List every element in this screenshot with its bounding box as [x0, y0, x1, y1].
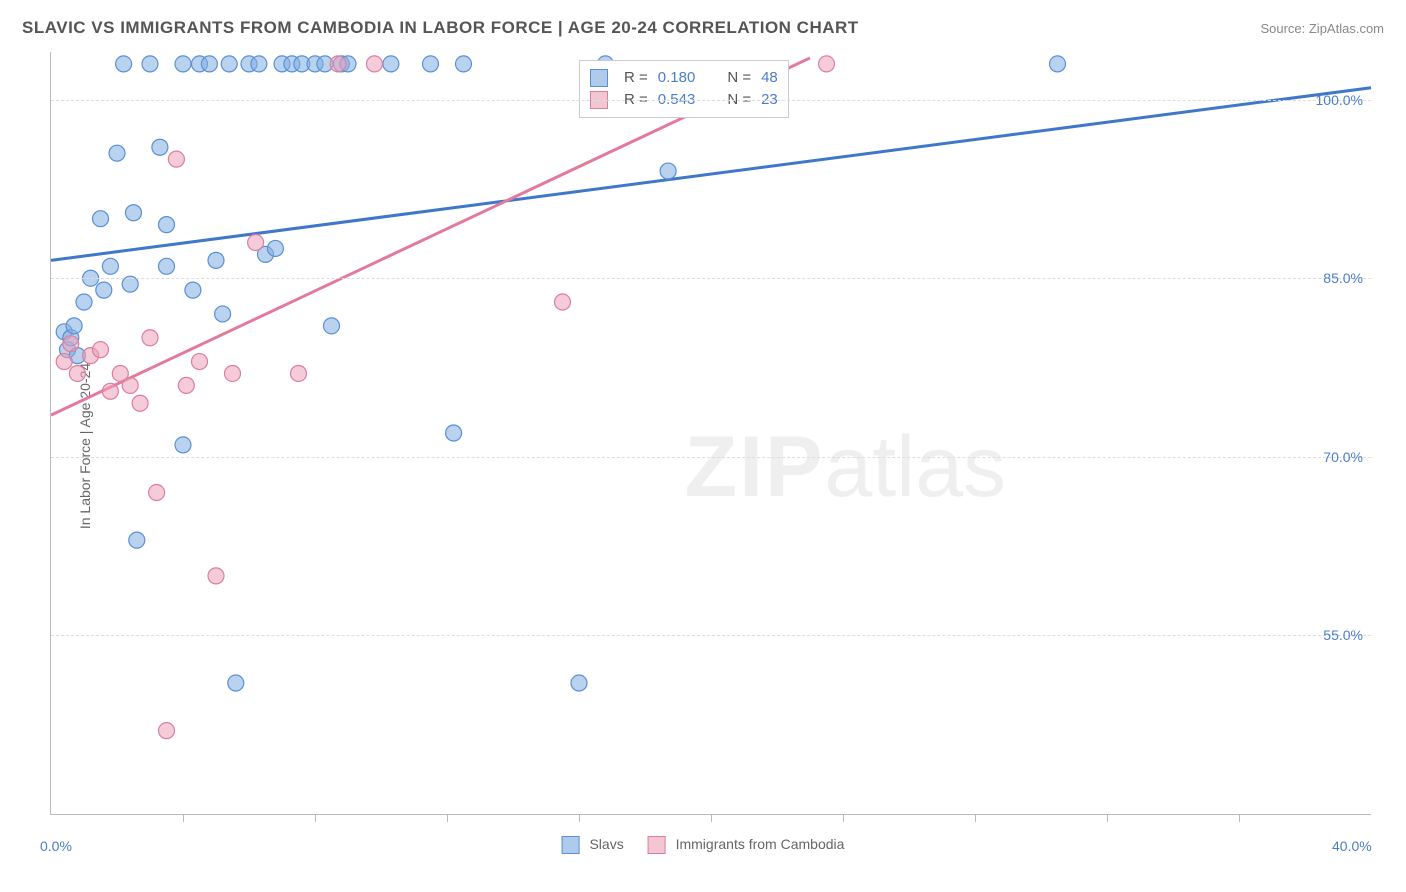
- scatter-point-cambodia: [56, 354, 72, 370]
- legend-item-cambodia: Immigrants from Cambodia: [648, 836, 845, 854]
- scatter-point-slavs: [142, 56, 158, 72]
- legend-label-slavs: Slavs: [589, 836, 623, 852]
- scatter-point-slavs: [96, 282, 112, 298]
- scatter-point-slavs: [116, 56, 132, 72]
- scatter-point-cambodia: [178, 377, 194, 393]
- scatter-point-cambodia: [291, 365, 307, 381]
- x-tick: [975, 814, 976, 822]
- scatter-point-cambodia: [819, 56, 835, 72]
- scatter-point-slavs: [446, 425, 462, 441]
- scatter-point-cambodia: [225, 365, 241, 381]
- x-tick: [315, 814, 316, 822]
- y-tick-label: 70.0%: [1323, 449, 1363, 465]
- scatter-point-slavs: [201, 56, 217, 72]
- scatter-point-slavs: [76, 294, 92, 310]
- r-label: R =: [624, 69, 648, 86]
- scatter-point-slavs: [152, 139, 168, 155]
- scatter-point-cambodia: [149, 485, 165, 501]
- x-tick: [843, 814, 844, 822]
- scatter-point-slavs: [228, 675, 244, 691]
- scatter-point-slavs: [129, 532, 145, 548]
- y-tick-label: 55.0%: [1323, 627, 1363, 643]
- scatter-point-cambodia: [63, 336, 79, 352]
- source-label: Source: ZipAtlas.com: [1260, 21, 1384, 36]
- scatter-point-cambodia: [142, 330, 158, 346]
- gridline-h: [51, 635, 1371, 636]
- gridline-h: [51, 457, 1371, 458]
- scatter-point-slavs: [1050, 56, 1066, 72]
- x-tick: [183, 814, 184, 822]
- chart-title: SLAVIC VS IMMIGRANTS FROM CAMBODIA IN LA…: [22, 18, 859, 38]
- scatter-point-slavs: [221, 56, 237, 72]
- scatter-point-slavs: [251, 56, 267, 72]
- scatter-point-cambodia: [248, 235, 264, 251]
- scatter-point-slavs: [66, 318, 82, 334]
- legend-item-slavs: Slavs: [562, 836, 624, 854]
- correlation-legend: R = 0.180 N = 48 R = 0.543 N = 23: [579, 60, 789, 118]
- scatter-point-cambodia: [192, 354, 208, 370]
- n-value: 48: [761, 69, 778, 86]
- gridline-h: [51, 278, 1371, 279]
- x-tick: [447, 814, 448, 822]
- x-tick: [711, 814, 712, 822]
- scatter-point-cambodia: [555, 294, 571, 310]
- scatter-point-slavs: [324, 318, 340, 334]
- x-axis-min-label: 0.0%: [40, 838, 72, 854]
- scatter-point-slavs: [383, 56, 399, 72]
- scatter-point-cambodia: [69, 365, 85, 381]
- scatter-point-slavs: [267, 240, 283, 256]
- y-tick-label: 100.0%: [1316, 92, 1363, 108]
- chart-svg: [51, 52, 1371, 814]
- scatter-point-slavs: [423, 56, 439, 72]
- scatter-point-slavs: [93, 211, 109, 227]
- legend-label-cambodia: Immigrants from Cambodia: [676, 836, 845, 852]
- legend-swatch-cambodia: [648, 836, 666, 854]
- bottom-legend: Slavs Immigrants from Cambodia: [562, 836, 845, 854]
- scatter-point-slavs: [215, 306, 231, 322]
- scatter-point-cambodia: [366, 56, 382, 72]
- scatter-point-slavs: [185, 282, 201, 298]
- x-tick: [1107, 814, 1108, 822]
- scatter-point-slavs: [109, 145, 125, 161]
- y-tick-label: 85.0%: [1323, 270, 1363, 286]
- scatter-point-slavs: [208, 252, 224, 268]
- n-label: N =: [727, 69, 751, 86]
- scatter-point-cambodia: [122, 377, 138, 393]
- scatter-point-cambodia: [93, 342, 109, 358]
- scatter-point-cambodia: [168, 151, 184, 167]
- x-tick: [1239, 814, 1240, 822]
- legend-swatch-slavs: [562, 836, 580, 854]
- scatter-point-slavs: [126, 205, 142, 221]
- correlation-row-1: R = 0.180 N = 48: [590, 67, 778, 89]
- scatter-point-slavs: [175, 437, 191, 453]
- scatter-point-slavs: [660, 163, 676, 179]
- scatter-point-slavs: [159, 217, 175, 233]
- scatter-point-cambodia: [159, 723, 175, 739]
- r-value: 0.180: [658, 69, 696, 86]
- scatter-point-cambodia: [208, 568, 224, 584]
- scatter-point-cambodia: [330, 56, 346, 72]
- scatter-point-slavs: [159, 258, 175, 274]
- legend-swatch-blue: [590, 69, 608, 87]
- x-tick: [579, 814, 580, 822]
- scatter-point-slavs: [102, 258, 118, 274]
- scatter-point-cambodia: [132, 395, 148, 411]
- scatter-point-slavs: [456, 56, 472, 72]
- chart-plot-area: R = 0.180 N = 48 R = 0.543 N = 23 ZIPatl…: [50, 52, 1371, 815]
- scatter-point-slavs: [175, 56, 191, 72]
- gridline-h: [51, 100, 1371, 101]
- scatter-point-cambodia: [102, 383, 118, 399]
- x-axis-max-label: 40.0%: [1332, 838, 1372, 854]
- scatter-point-slavs: [571, 675, 587, 691]
